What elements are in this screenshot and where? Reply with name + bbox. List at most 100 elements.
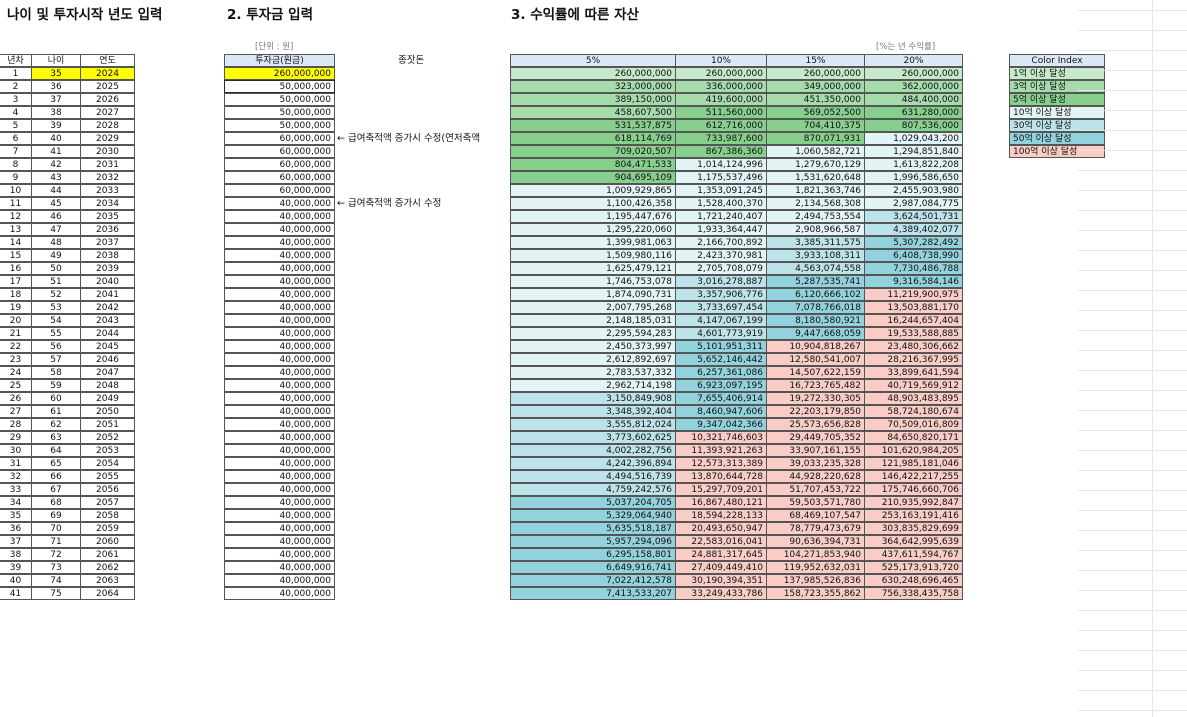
age-cell[interactable]: 52 (31, 288, 81, 301)
principal-cell[interactable]: 40,000,000 (224, 223, 335, 236)
asset-cell[interactable]: 5,037,204,705 (510, 496, 676, 509)
year-cell[interactable]: 2059 (80, 522, 135, 535)
asset-cell[interactable]: 33,899,641,594 (864, 366, 963, 379)
asset-cell[interactable]: 4,242,396,894 (510, 457, 676, 470)
asset-cell[interactable]: 5,307,282,492 (864, 236, 963, 249)
asset-cell[interactable]: 531,537,875 (510, 119, 676, 132)
asset-cell[interactable]: 4,147,067,199 (675, 314, 767, 327)
asset-cell[interactable]: 22,203,179,850 (766, 405, 865, 418)
age-cell[interactable]: 50 (31, 262, 81, 275)
asset-cell[interactable]: 451,350,000 (766, 93, 865, 106)
age-cell[interactable]: 62 (31, 418, 81, 431)
principal-cell[interactable]: 40,000,000 (224, 561, 335, 574)
asset-cell[interactable]: 16,723,765,482 (766, 379, 865, 392)
asset-cell[interactable]: 2,705,708,079 (675, 262, 767, 275)
asset-cell[interactable]: 419,600,000 (675, 93, 767, 106)
asset-cell[interactable]: 11,219,900,975 (864, 288, 963, 301)
asset-cell[interactable]: 870,071,931 (766, 132, 865, 145)
year-cell[interactable]: 2057 (80, 496, 135, 509)
asset-cell[interactable]: 2,295,594,283 (510, 327, 676, 340)
asset-cell[interactable]: 8,180,580,921 (766, 314, 865, 327)
asset-cell[interactable]: 3,933,108,311 (766, 249, 865, 262)
principal-cell[interactable]: 40,000,000 (224, 314, 335, 327)
asset-cell[interactable]: 2,007,795,268 (510, 301, 676, 314)
asset-cell[interactable]: 7,413,533,207 (510, 587, 676, 600)
age-cell[interactable]: 36 (31, 80, 81, 93)
year-cell[interactable]: 2058 (80, 509, 135, 522)
asset-cell[interactable]: 1,933,364,447 (675, 223, 767, 236)
age-cell[interactable]: 45 (31, 197, 81, 210)
principal-cell[interactable]: 40,000,000 (224, 548, 335, 561)
principal-cell[interactable]: 40,000,000 (224, 574, 335, 587)
principal-cell[interactable]: 40,000,000 (224, 340, 335, 353)
principal-cell[interactable]: 40,000,000 (224, 496, 335, 509)
age-cell[interactable]: 40 (31, 132, 81, 145)
asset-cell[interactable]: 7,078,766,018 (766, 301, 865, 314)
year-cell[interactable]: 2040 (80, 275, 135, 288)
asset-cell[interactable]: 84,650,820,171 (864, 431, 963, 444)
asset-cell[interactable]: 1,874,090,731 (510, 288, 676, 301)
year-cell[interactable]: 2032 (80, 171, 135, 184)
age-cell[interactable]: 66 (31, 470, 81, 483)
asset-cell[interactable]: 1,399,981,063 (510, 236, 676, 249)
age-cell[interactable]: 68 (31, 496, 81, 509)
age-cell[interactable]: 59 (31, 379, 81, 392)
age-cell[interactable]: 54 (31, 314, 81, 327)
asset-cell[interactable]: 612,716,000 (675, 119, 767, 132)
asset-cell[interactable]: 756,338,435,758 (864, 587, 963, 600)
age-cell[interactable]: 64 (31, 444, 81, 457)
asset-cell[interactable]: 11,393,921,263 (675, 444, 767, 457)
asset-cell[interactable]: 709,020,507 (510, 145, 676, 158)
age-cell[interactable]: 73 (31, 561, 81, 574)
asset-cell[interactable]: 253,163,191,416 (864, 509, 963, 522)
asset-cell[interactable]: 51,707,453,722 (766, 483, 865, 496)
principal-cell[interactable]: 40,000,000 (224, 249, 335, 262)
asset-cell[interactable]: 4,601,773,919 (675, 327, 767, 340)
asset-cell[interactable]: 1,625,479,121 (510, 262, 676, 275)
age-cell[interactable]: 74 (31, 574, 81, 587)
asset-cell[interactable]: 1,531,620,648 (766, 171, 865, 184)
asset-cell[interactable]: 704,410,375 (766, 119, 865, 132)
asset-cell[interactable]: 904,695,109 (510, 171, 676, 184)
year-cell[interactable]: 2038 (80, 249, 135, 262)
age-cell[interactable]: 67 (31, 483, 81, 496)
age-cell[interactable]: 53 (31, 301, 81, 314)
age-cell[interactable]: 39 (31, 119, 81, 132)
year-cell[interactable]: 2039 (80, 262, 135, 275)
asset-cell[interactable]: 3,385,311,575 (766, 236, 865, 249)
asset-cell[interactable]: 733,987,600 (675, 132, 767, 145)
asset-cell[interactable]: 137,985,526,836 (766, 574, 865, 587)
asset-cell[interactable]: 119,952,632,031 (766, 561, 865, 574)
year-cell[interactable]: 2043 (80, 314, 135, 327)
age-cell[interactable]: 46 (31, 210, 81, 223)
asset-cell[interactable]: 78,779,473,679 (766, 522, 865, 535)
asset-cell[interactable]: 1,279,670,129 (766, 158, 865, 171)
year-cell[interactable]: 2027 (80, 106, 135, 119)
age-cell[interactable]: 49 (31, 249, 81, 262)
asset-cell[interactable]: 8,460,947,606 (675, 405, 767, 418)
year-cell[interactable]: 2047 (80, 366, 135, 379)
asset-cell[interactable]: 2,908,966,587 (766, 223, 865, 236)
asset-cell[interactable]: 4,389,402,077 (864, 223, 963, 236)
asset-cell[interactable]: 13,503,881,170 (864, 301, 963, 314)
asset-cell[interactable]: 29,449,705,352 (766, 431, 865, 444)
principal-cell[interactable]: 40,000,000 (224, 366, 335, 379)
year-cell[interactable]: 2052 (80, 431, 135, 444)
asset-cell[interactable]: 146,422,217,255 (864, 470, 963, 483)
principal-cell[interactable]: 40,000,000 (224, 509, 335, 522)
principal-cell[interactable]: 40,000,000 (224, 275, 335, 288)
asset-cell[interactable]: 7,655,406,914 (675, 392, 767, 405)
age-cell[interactable]: 71 (31, 535, 81, 548)
age-cell[interactable]: 63 (31, 431, 81, 444)
asset-cell[interactable]: 3,357,906,776 (675, 288, 767, 301)
principal-cell[interactable]: 60,000,000 (224, 171, 335, 184)
asset-cell[interactable]: 58,724,180,674 (864, 405, 963, 418)
asset-cell[interactable]: 323,000,000 (510, 80, 676, 93)
asset-cell[interactable]: 364,642,995,639 (864, 535, 963, 548)
year-cell[interactable]: 2033 (80, 184, 135, 197)
asset-cell[interactable]: 210,935,992,847 (864, 496, 963, 509)
asset-cell[interactable]: 2,423,370,981 (675, 249, 767, 262)
asset-cell[interactable]: 1,100,426,358 (510, 197, 676, 210)
asset-cell[interactable]: 260,000,000 (510, 67, 676, 80)
asset-cell[interactable]: 28,216,367,995 (864, 353, 963, 366)
